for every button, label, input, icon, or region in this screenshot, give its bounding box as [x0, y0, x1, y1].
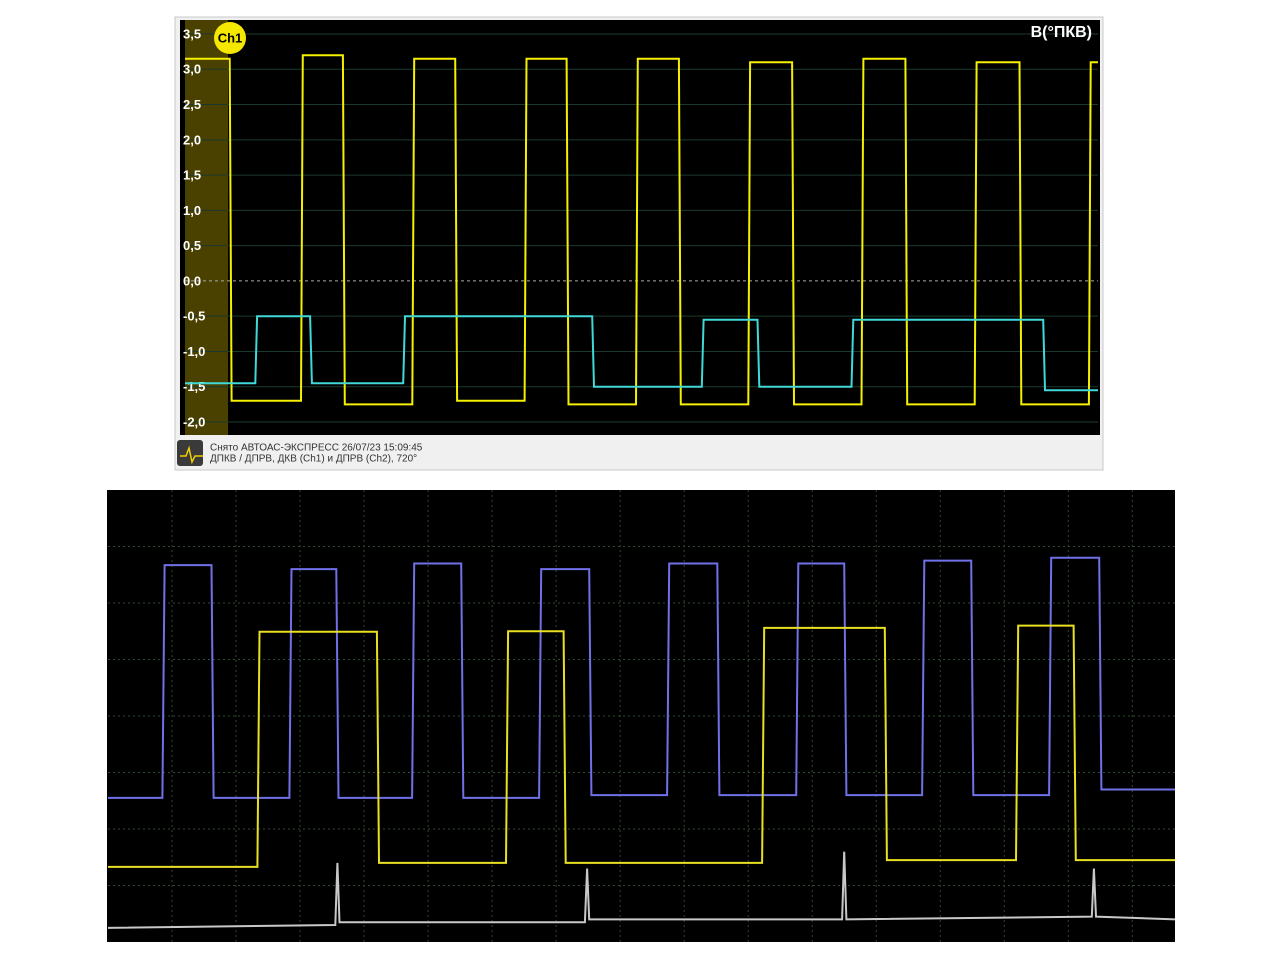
channel-badge: [214, 22, 246, 54]
y-tick-label: 0,0: [183, 273, 201, 288]
y-tick-label: -0,5: [183, 309, 205, 324]
y-tick-label: 1,0: [183, 203, 201, 218]
trace: [185, 315, 1098, 392]
trace: [185, 54, 1098, 406]
y-tick-label: 2,0: [183, 132, 201, 147]
trace: [108, 624, 1175, 868]
trace: [108, 556, 1175, 799]
channel-badge-label: Ch1: [218, 30, 243, 45]
y-tick-label: -1,0: [183, 344, 205, 359]
y-tick-label: 2,5: [183, 97, 201, 112]
trigger-band: [185, 20, 228, 435]
y-tick-label: 0,5: [183, 238, 201, 253]
caption-line: Снято АВТОАС-ЭКСПРЕСС 26/07/23 15:09:45: [210, 443, 423, 454]
axis-label: В(°ПКВ): [1031, 24, 1092, 41]
top-plot: [180, 20, 1100, 435]
y-tick-label: -2,0: [183, 414, 205, 429]
chart-layer: 3,5 3,0 2,5 2,0 1,5 1,0 0,5 0,0 -0,5 -1,0 -1,5 -2,0: [107, 26, 1176, 942]
trace: [107, 851, 1176, 929]
app-icon-glyph: [180, 445, 203, 465]
caption-line: ДПКВ / ДПРВ, ДКВ (Ch1) и ДПРВ (Ch2), 720…: [210, 454, 417, 465]
y-tick-label: 1,5: [183, 168, 201, 183]
y-tick-label: 3,0: [183, 62, 201, 77]
y-tick-label: -1,5: [183, 379, 205, 394]
y-tick-label: 3,5: [183, 26, 201, 41]
